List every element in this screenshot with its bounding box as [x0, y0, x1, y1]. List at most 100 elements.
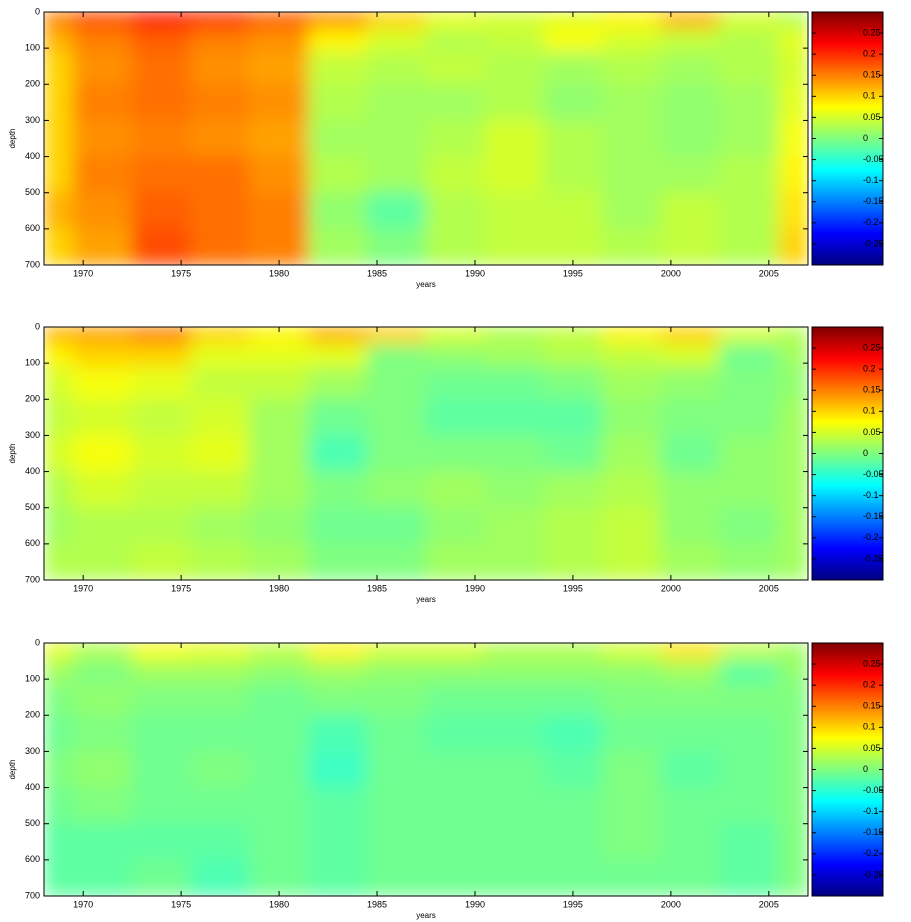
cell — [366, 12, 427, 30]
cell — [484, 643, 545, 661]
cell — [543, 52, 603, 85]
cell — [249, 119, 309, 158]
cell — [72, 83, 133, 121]
cell — [131, 543, 192, 580]
colorbar-tick-label: 0.25 — [863, 27, 881, 37]
cell — [249, 192, 309, 230]
x-tick-label: 1985 — [367, 899, 387, 909]
cell — [366, 156, 427, 194]
y-tick-label: 400 — [25, 466, 40, 476]
cell — [425, 398, 486, 436]
y-tick-label: 600 — [25, 538, 40, 548]
cell — [249, 28, 309, 54]
cell — [366, 52, 427, 85]
x-tick-label: 2005 — [759, 268, 779, 278]
cell — [425, 859, 486, 896]
cell — [543, 156, 603, 194]
y-tick-label: 200 — [25, 710, 40, 720]
cell — [484, 543, 545, 580]
y-tick-label: 700 — [25, 890, 40, 900]
cell — [44, 52, 74, 85]
cell — [44, 714, 74, 752]
x-axis-label: years — [416, 280, 436, 289]
cell — [660, 683, 721, 716]
cell — [601, 228, 662, 265]
x-tick-label: 1985 — [367, 268, 387, 278]
cell — [484, 398, 545, 436]
cell — [601, 507, 662, 545]
colorbar-tick-label: -0.2 — [863, 848, 879, 858]
cell — [601, 156, 662, 194]
cell — [44, 12, 74, 30]
cell — [543, 823, 603, 861]
cell — [719, 823, 780, 861]
x-tick-label: 2000 — [661, 583, 681, 593]
cell — [425, 643, 486, 661]
x-tick-label: 2005 — [759, 583, 779, 593]
cell — [44, 343, 74, 369]
cell — [778, 471, 808, 509]
cell — [307, 228, 368, 265]
cell — [366, 683, 427, 716]
cell — [190, 28, 251, 54]
cell — [131, 643, 192, 661]
cell — [484, 119, 545, 158]
cell — [543, 12, 603, 30]
cell — [601, 52, 662, 85]
cell — [249, 471, 309, 509]
cell — [601, 367, 662, 400]
cell — [249, 750, 309, 789]
cell — [131, 683, 192, 716]
cell — [719, 750, 780, 789]
cell — [425, 750, 486, 789]
cell — [366, 83, 427, 121]
cell — [719, 52, 780, 85]
cell — [307, 434, 368, 473]
cell — [190, 12, 251, 30]
x-tick-label: 1995 — [563, 899, 583, 909]
cell — [543, 83, 603, 121]
colorbar-tick-label: -0.1 — [863, 175, 879, 185]
cell — [366, 543, 427, 580]
cell — [366, 343, 427, 369]
cell — [660, 659, 721, 685]
y-tick-label: 400 — [25, 151, 40, 161]
cell — [425, 343, 486, 369]
y-tick-label: 300 — [25, 115, 40, 125]
cell — [601, 859, 662, 896]
cell — [131, 343, 192, 369]
cell — [249, 83, 309, 121]
cell — [307, 750, 368, 789]
cell — [660, 83, 721, 121]
x-tick-label: 2000 — [661, 268, 681, 278]
cell — [72, 859, 133, 896]
cell — [307, 192, 368, 230]
cell — [44, 471, 74, 509]
cell — [131, 659, 192, 685]
cell — [307, 471, 368, 509]
cell — [307, 714, 368, 752]
cell — [660, 52, 721, 85]
cell — [660, 507, 721, 545]
cell — [72, 787, 133, 825]
cell — [778, 52, 808, 85]
colorbar — [811, 642, 884, 897]
cell — [484, 823, 545, 861]
cell — [366, 643, 427, 661]
cell — [778, 343, 808, 369]
cell — [719, 434, 780, 473]
cell — [307, 83, 368, 121]
cell — [719, 683, 780, 716]
cell — [660, 643, 721, 661]
colorbar-tick-label: 0.05 — [863, 427, 881, 437]
colorbar-tick-label: 0.25 — [863, 658, 881, 668]
cell — [44, 192, 74, 230]
colorbar-tick-label: 0 — [863, 133, 868, 143]
cell — [543, 659, 603, 685]
cell — [190, 228, 251, 265]
cell — [249, 12, 309, 30]
cell — [660, 859, 721, 896]
cell — [601, 28, 662, 54]
colorbar-tick-label: 0.25 — [863, 342, 881, 352]
